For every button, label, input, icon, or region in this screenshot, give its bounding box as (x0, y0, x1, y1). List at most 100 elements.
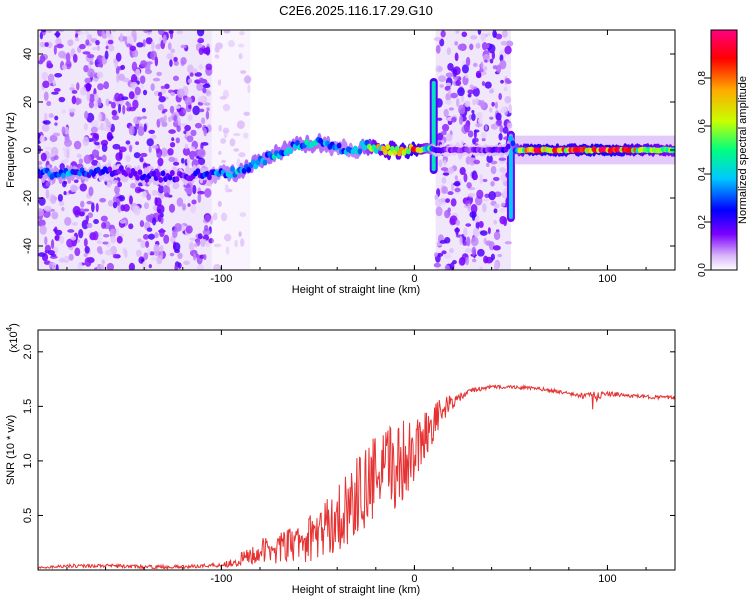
noise-speck (198, 64, 203, 70)
ridge-cell (383, 149, 388, 156)
noise-speck (479, 174, 483, 184)
noise-speck (52, 132, 61, 137)
noise-speck (97, 112, 102, 123)
noise-speck (242, 132, 249, 139)
noise-speck (143, 202, 149, 210)
noise-speck (49, 134, 58, 143)
noise-speck (103, 81, 110, 90)
noise-speck (492, 245, 501, 251)
noise-speck (70, 184, 78, 193)
noise-speck (168, 129, 176, 134)
ridge-cell (262, 159, 268, 166)
ridge-cell (137, 169, 143, 176)
noise-speck (478, 220, 484, 228)
noise-speck (137, 238, 142, 243)
noise-speck (472, 98, 477, 106)
noise-speck (74, 37, 80, 42)
noise-speck (168, 30, 174, 35)
noise-speck (173, 241, 177, 251)
noise-speck (128, 144, 133, 153)
noise-speck (80, 200, 85, 208)
noise-speck (493, 231, 501, 240)
noise-speck (199, 77, 204, 82)
noise-speck (111, 30, 116, 33)
noise-speck (157, 91, 163, 97)
noise-speck (477, 30, 482, 35)
ridge-cell (195, 168, 201, 175)
noise-speck (79, 183, 87, 192)
noise-speck (130, 182, 136, 189)
noise-speck (433, 36, 441, 42)
noise-speck (65, 52, 71, 63)
noise-speck (137, 126, 145, 137)
noise-speck (84, 245, 90, 254)
noise-speck (40, 30, 47, 33)
noise-speck (504, 95, 512, 104)
noise-speck (490, 165, 497, 175)
noise-speck (85, 39, 90, 46)
noise-speck (204, 188, 212, 198)
noise-speck (148, 264, 152, 269)
noise-speck (203, 102, 211, 106)
noise-speck (115, 152, 123, 161)
noise-speck (134, 86, 141, 96)
noise-speck (58, 96, 66, 103)
noise-speck (128, 223, 134, 230)
colorbar-ticks: 0.0 0.2 0.4 0.6 0.8 (697, 71, 711, 277)
noise-speck (463, 122, 471, 133)
noise-speck (115, 52, 122, 62)
noise-speck (443, 159, 447, 166)
noise-speck (41, 253, 49, 262)
noise-speck (38, 197, 46, 206)
noise-speck (487, 227, 491, 235)
noise-speck (156, 71, 162, 77)
noise-speck (472, 62, 478, 68)
noise-speck (500, 41, 508, 46)
noise-speck (483, 66, 488, 71)
noise-speck (128, 91, 135, 100)
noise-speck (73, 140, 82, 150)
noise-speck (63, 191, 67, 196)
noise-speck (474, 137, 479, 143)
noise-speck (96, 240, 102, 245)
noise-speck (483, 237, 487, 245)
colorbar-tick-label: 0.6 (697, 119, 708, 133)
noise-speck (93, 101, 99, 110)
spectrogram-heatmap (38, 30, 675, 270)
noise-speck (455, 98, 460, 108)
noise-speck (84, 30, 90, 35)
noise-speck (174, 264, 179, 270)
ridge-cell (385, 143, 391, 150)
noise-speck (435, 206, 443, 217)
noise-speck (50, 239, 55, 250)
noise-speck (473, 129, 480, 133)
noise-speck (467, 203, 471, 212)
noise-speck (214, 54, 220, 59)
x-tick-label: 100 (598, 573, 616, 585)
noise-speck (39, 41, 47, 48)
noise-speck (79, 43, 86, 50)
noise-speck (498, 157, 507, 161)
noise-speck (433, 262, 441, 268)
noise-speck (470, 35, 478, 40)
noise-speck (172, 181, 180, 190)
noise-speck (464, 248, 473, 253)
noise-speck (147, 233, 155, 240)
noise-speck (78, 211, 85, 217)
noise-speck (110, 101, 116, 109)
noise-speck (191, 199, 197, 205)
noise-speck (48, 153, 56, 158)
colorbar-tick-label: 0.0 (697, 263, 708, 277)
noise-speck (436, 252, 444, 257)
noise-speck (240, 238, 245, 247)
noise-speck (198, 47, 204, 56)
noise-speck (452, 260, 457, 265)
noise-speck (111, 109, 118, 116)
noise-speck (435, 44, 441, 54)
noise-speck (438, 75, 447, 83)
noise-speck (442, 172, 450, 176)
noise-speck (39, 54, 46, 63)
noise-speck (114, 59, 118, 69)
snr-y-axis-label: SNR (10 * v/v) (5, 415, 17, 485)
ridge-cell (406, 148, 412, 155)
